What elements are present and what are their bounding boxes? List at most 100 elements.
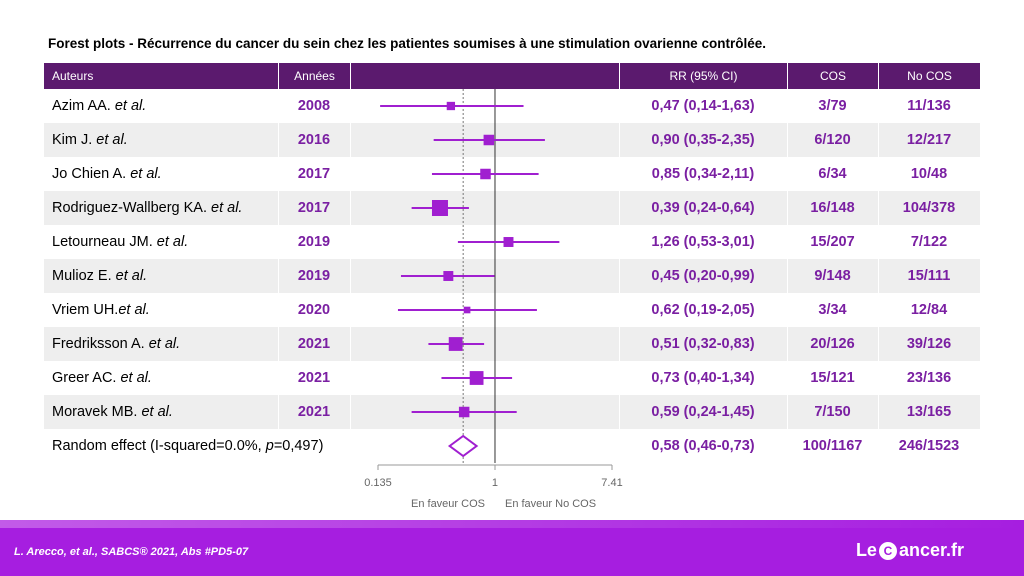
year-cell: 2019 bbox=[297, 234, 331, 250]
rr-cell: 0,51 (0,32-0,83) bbox=[651, 336, 755, 352]
logo-le: Le bbox=[855, 540, 877, 560]
column-divider bbox=[787, 89, 788, 463]
point-estimate bbox=[483, 134, 495, 146]
rr-cell: 0,73 (0,40-1,34) bbox=[651, 370, 755, 386]
point-estimate bbox=[480, 168, 491, 180]
column-divider bbox=[278, 89, 279, 429]
table-row: Moravek MB. et al. 2021 0,59 (0,24-1,45) 7/… bbox=[44, 395, 980, 429]
logo-text: ancer.fr bbox=[898, 540, 964, 560]
author-etal: et al. bbox=[207, 200, 243, 216]
author-cell: Letourneau JM. et al. bbox=[52, 225, 188, 259]
header-cos: COS bbox=[787, 63, 878, 89]
author-etal: et al. bbox=[144, 336, 181, 352]
year-cell: 2017 bbox=[297, 166, 331, 182]
cos-cell: 7/150 bbox=[814, 404, 851, 420]
rr-cell: 0,59 (0,24-1,45) bbox=[651, 404, 755, 420]
author-etal: et al. bbox=[116, 370, 152, 386]
year-cell: 2020 bbox=[297, 302, 331, 318]
author-etal: et al. bbox=[137, 404, 173, 420]
year-cell: 2016 bbox=[297, 132, 331, 148]
year-cell: 2021 bbox=[297, 370, 331, 386]
header-rr: RR (95% CI) bbox=[619, 63, 787, 89]
point-estimate bbox=[458, 406, 470, 418]
column-divider bbox=[878, 89, 879, 463]
cos-cell: 6/120 bbox=[814, 132, 851, 148]
author-etal: et al. bbox=[92, 132, 128, 148]
point-estimate bbox=[431, 200, 448, 216]
no-cos-cell: 10/48 bbox=[910, 166, 948, 182]
cos-cell: 16/148 bbox=[810, 200, 855, 216]
author-name: Vriem UH. bbox=[52, 302, 119, 318]
author-name: Mulioz E. bbox=[52, 268, 112, 284]
author-name: Azim AA. bbox=[52, 98, 111, 114]
cos-cell: 6/34 bbox=[818, 166, 847, 182]
header-cos-label: COS bbox=[819, 69, 846, 83]
author-name: Rodriguez-Wallberg KA. bbox=[52, 200, 207, 216]
favour-no-cos-label: En faveur No COS bbox=[505, 498, 596, 510]
no-cos-cell: 7/122 bbox=[910, 234, 948, 250]
header-plot bbox=[350, 63, 619, 89]
author-cell: Rodriguez-Wallberg KA. et al. bbox=[52, 191, 242, 225]
header-no-cos: No COS bbox=[878, 63, 980, 89]
author-etal: et al. bbox=[126, 166, 162, 182]
summary-label: Random effect (I-squared=0.0%, p=0,497) bbox=[52, 429, 323, 463]
point-estimate bbox=[448, 337, 463, 351]
rr-cell: 0,45 (0,20-0,99) bbox=[651, 268, 755, 284]
no-cos-cell: 39/126 bbox=[906, 336, 952, 352]
no-cos-cell: 11/136 bbox=[907, 98, 951, 114]
point-estimate bbox=[503, 237, 514, 247]
table-row: Jo Chien A. et al. 2017 0,85 (0,34-2,11) 6/… bbox=[44, 157, 980, 191]
author-cell: Kim J. et al. bbox=[52, 123, 128, 157]
no-cos-cell: 13/165 bbox=[906, 404, 952, 420]
footer: L. Arecco, et al., SABCS® 2021, Abs #PD5… bbox=[0, 528, 1024, 576]
pink-ribbon-icon: C bbox=[878, 541, 897, 560]
no-cos-cell: 12/217 bbox=[906, 132, 952, 148]
rr-cell: 0,47 (0,14-1,63) bbox=[651, 98, 755, 114]
header-no-cos-label: No COS bbox=[907, 69, 952, 83]
citation: L. Arecco, et al., SABCS® 2021, Abs #PD5… bbox=[14, 546, 249, 558]
table-row: Vriem UH.et al. 2020 0,62 (0,19-2,05) 3/34 1… bbox=[44, 293, 980, 327]
year-cell: 2021 bbox=[297, 336, 331, 352]
author-name: Jo Chien A. bbox=[52, 166, 127, 182]
column-divider bbox=[619, 89, 620, 463]
header-authors-label: Auteurs bbox=[52, 69, 94, 83]
author-name: Letourneau JM. bbox=[52, 234, 153, 250]
tick-label-max: 7.41 bbox=[601, 477, 622, 489]
author-etal: et al. bbox=[118, 302, 150, 318]
point-estimate bbox=[469, 371, 484, 385]
author-cell: Moravek MB. et al. bbox=[52, 395, 173, 429]
author-name: Moravek MB. bbox=[52, 404, 138, 420]
cos-cell: 15/207 bbox=[810, 234, 855, 250]
cos-cell: 3/79 bbox=[818, 98, 847, 114]
author-etal: et al. bbox=[110, 98, 147, 114]
table-row: Mulioz E. et al. 2019 0,45 (0,20-0,99) 9/14… bbox=[44, 259, 980, 293]
chart-title: Forest plots - Récurrence du cancer du s… bbox=[48, 36, 766, 51]
table-row: Letourneau JM. et al. 2019 1,26 (0,53-3,01… bbox=[44, 225, 980, 259]
tick-label-min: 0.135 bbox=[364, 477, 392, 489]
no-cos-cell: 12/84 bbox=[910, 302, 948, 318]
author-etal: et al. bbox=[152, 234, 189, 250]
table-row: Greer AC. et al. 2021 0,73 (0,40-1,34) 15/1… bbox=[44, 361, 980, 395]
header-rr-label: RR (95% CI) bbox=[669, 69, 738, 83]
year-cell: 2021 bbox=[297, 404, 331, 420]
year-cell: 2017 bbox=[297, 200, 331, 216]
author-name: Greer AC. bbox=[52, 370, 117, 386]
rr-cell: 0,90 (0,35-2,35) bbox=[651, 132, 755, 148]
lecancer-logo[interactable]: Le C ancer.fr bbox=[856, 540, 964, 561]
cos-cell: 15/121 bbox=[810, 370, 855, 386]
author-cell: Vriem UH.et al. bbox=[52, 293, 150, 327]
rr-cell: 0,39 (0,24-0,64) bbox=[651, 200, 755, 216]
author-cell: Fredriksson A. et al. bbox=[52, 327, 180, 361]
header-authors: Auteurs bbox=[44, 63, 278, 89]
no-cos-cell: 15/111 bbox=[907, 268, 951, 284]
header-years: Années bbox=[278, 63, 350, 89]
cos-cell: 3/34 bbox=[818, 302, 847, 318]
author-cell: Jo Chien A. et al. bbox=[52, 157, 162, 191]
rr-cell: 1,26 (0,53-3,01) bbox=[651, 234, 755, 250]
summary-label-suffix: =0,497) bbox=[273, 438, 324, 454]
author-etal: et al. bbox=[111, 268, 148, 284]
table-row: Rodriguez-Wallberg KA. et al. 2017 0,39 (0… bbox=[44, 191, 980, 225]
summary-row: Random effect (I-squared=0.0%, p=0,497) … bbox=[44, 429, 980, 463]
column-divider bbox=[350, 89, 351, 429]
header-years-label: Années bbox=[294, 69, 335, 83]
